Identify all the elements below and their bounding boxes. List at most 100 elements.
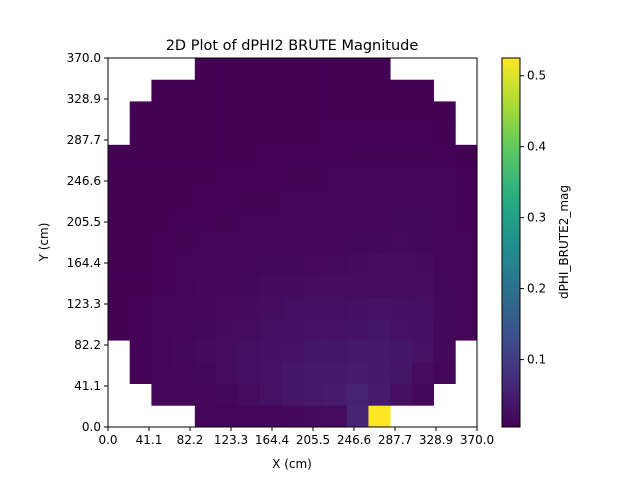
heatmap-cell (346, 383, 369, 406)
heatmap-cell (411, 188, 434, 211)
heatmap-cell (281, 144, 304, 167)
heatmap-cell (129, 340, 152, 363)
x-tick-label: 41.1 (136, 433, 163, 447)
heatmap-cell (346, 188, 369, 211)
heatmap-cell (194, 101, 217, 124)
x-axis-ticks: 0.0 41.1 82.2 123.3 164.4 205.5 246.6 287.7 328.… (98, 427, 494, 447)
y-tick-label: 164.4 (67, 256, 101, 270)
heatmap-cell (433, 123, 456, 146)
heatmap-cell (433, 209, 456, 233)
heatmap-cell (151, 383, 174, 406)
heatmap-cell (216, 296, 239, 319)
heatmap-cell (433, 275, 456, 298)
heatmap-cell (303, 231, 326, 254)
heatmap-cell (346, 79, 369, 102)
heatmap-cell (216, 79, 239, 102)
heatmap-cell (390, 340, 413, 363)
heatmap-cell (368, 58, 391, 81)
heatmap-cell (411, 296, 434, 319)
heatmap-cells (108, 58, 478, 428)
x-tick-label: 205.5 (296, 433, 330, 447)
heatmap-cell (259, 253, 283, 276)
heatmap-cell (411, 318, 434, 341)
heatmap-cell (259, 405, 283, 428)
heatmap-cell (216, 383, 239, 406)
heatmap-cell (368, 318, 391, 341)
heatmap-cell (151, 188, 174, 211)
heatmap-cell (303, 79, 326, 102)
heatmap-cell (368, 296, 391, 319)
heatmap-cell (281, 361, 304, 384)
heatmap-cell (390, 361, 413, 384)
heatmap-cell (346, 253, 369, 276)
heatmap-cell (281, 79, 304, 102)
colorbar (501, 57, 521, 428)
heatmap-cell (129, 166, 152, 189)
heatmap-cell (151, 166, 174, 189)
heatmap-cell (390, 123, 413, 146)
heatmap-cell (303, 123, 326, 146)
heatmap-cell (216, 231, 239, 254)
heatmap-cell (194, 166, 217, 189)
heatmap-cell (303, 405, 326, 428)
heatmap-cell (108, 209, 131, 233)
heatmap-cell (194, 253, 217, 276)
heatmap-cell (173, 123, 196, 146)
heatmap-cell (411, 166, 434, 189)
heatmap-cell (238, 101, 261, 124)
heatmap-cell (173, 296, 196, 319)
colorbar-tick-label: 0.2 (527, 282, 546, 296)
heatmap-cell (346, 275, 369, 298)
x-tick-label: 370.0 (460, 433, 494, 447)
heatmap-cell (346, 144, 369, 167)
heatmap-cell (346, 58, 369, 81)
heatmap-cell (129, 209, 152, 233)
heatmap-cell (129, 231, 152, 254)
heatmap-cell (433, 144, 456, 167)
heatmap-cell (281, 188, 304, 211)
heatmap-cell (368, 79, 391, 102)
heatmap-cell (325, 188, 348, 211)
heatmap-cell (303, 361, 326, 384)
heatmap-cell (281, 123, 304, 146)
heatmap-cell (151, 253, 174, 276)
heatmap-cell (238, 383, 261, 406)
heatmap-cell (411, 275, 434, 298)
heatmap-cell (368, 123, 391, 146)
heatmap-cell (238, 231, 261, 254)
colorbar-ticks: 0.1 0.2 0.3 0.4 0.5 (520, 69, 546, 367)
heatmap-cell (238, 58, 261, 81)
heatmap-cell (129, 188, 152, 211)
heatmap-cell (281, 101, 304, 124)
heatmap-cell (238, 144, 261, 167)
heatmap-cell (216, 123, 239, 146)
heatmap-cell (216, 405, 239, 428)
heatmap-cell (194, 144, 217, 167)
heatmap-cell (346, 209, 369, 233)
heatmap-cell (151, 144, 174, 167)
heatmap-cell (346, 361, 369, 384)
heatmap-cell (390, 144, 413, 167)
colorbar-tick-label: 0.4 (527, 140, 546, 154)
colorbar-tick-label: 0.3 (527, 211, 546, 225)
heatmap-cell (238, 340, 261, 363)
heatmap-cell (151, 209, 174, 233)
heatmap-cell (325, 296, 348, 319)
heatmap-cell (194, 58, 217, 81)
heatmap-cell (151, 296, 174, 319)
heatmap-cell (368, 275, 391, 298)
heatmap-cell (281, 209, 304, 233)
heatmap-cell (433, 253, 456, 276)
axes-frame (107, 57, 478, 428)
heatmap-cell (194, 340, 217, 363)
heatmap-cell (259, 361, 283, 384)
heatmap-cell (303, 253, 326, 276)
heatmap-cell (346, 123, 369, 146)
heatmap-cell (411, 144, 434, 167)
heatmap-cell (433, 318, 456, 341)
heatmap-cell (368, 101, 391, 124)
heatmap-cell (411, 79, 434, 102)
heatmap-cell (151, 318, 174, 341)
heatmap-cell (281, 318, 304, 341)
heatmap-cell (194, 231, 217, 254)
